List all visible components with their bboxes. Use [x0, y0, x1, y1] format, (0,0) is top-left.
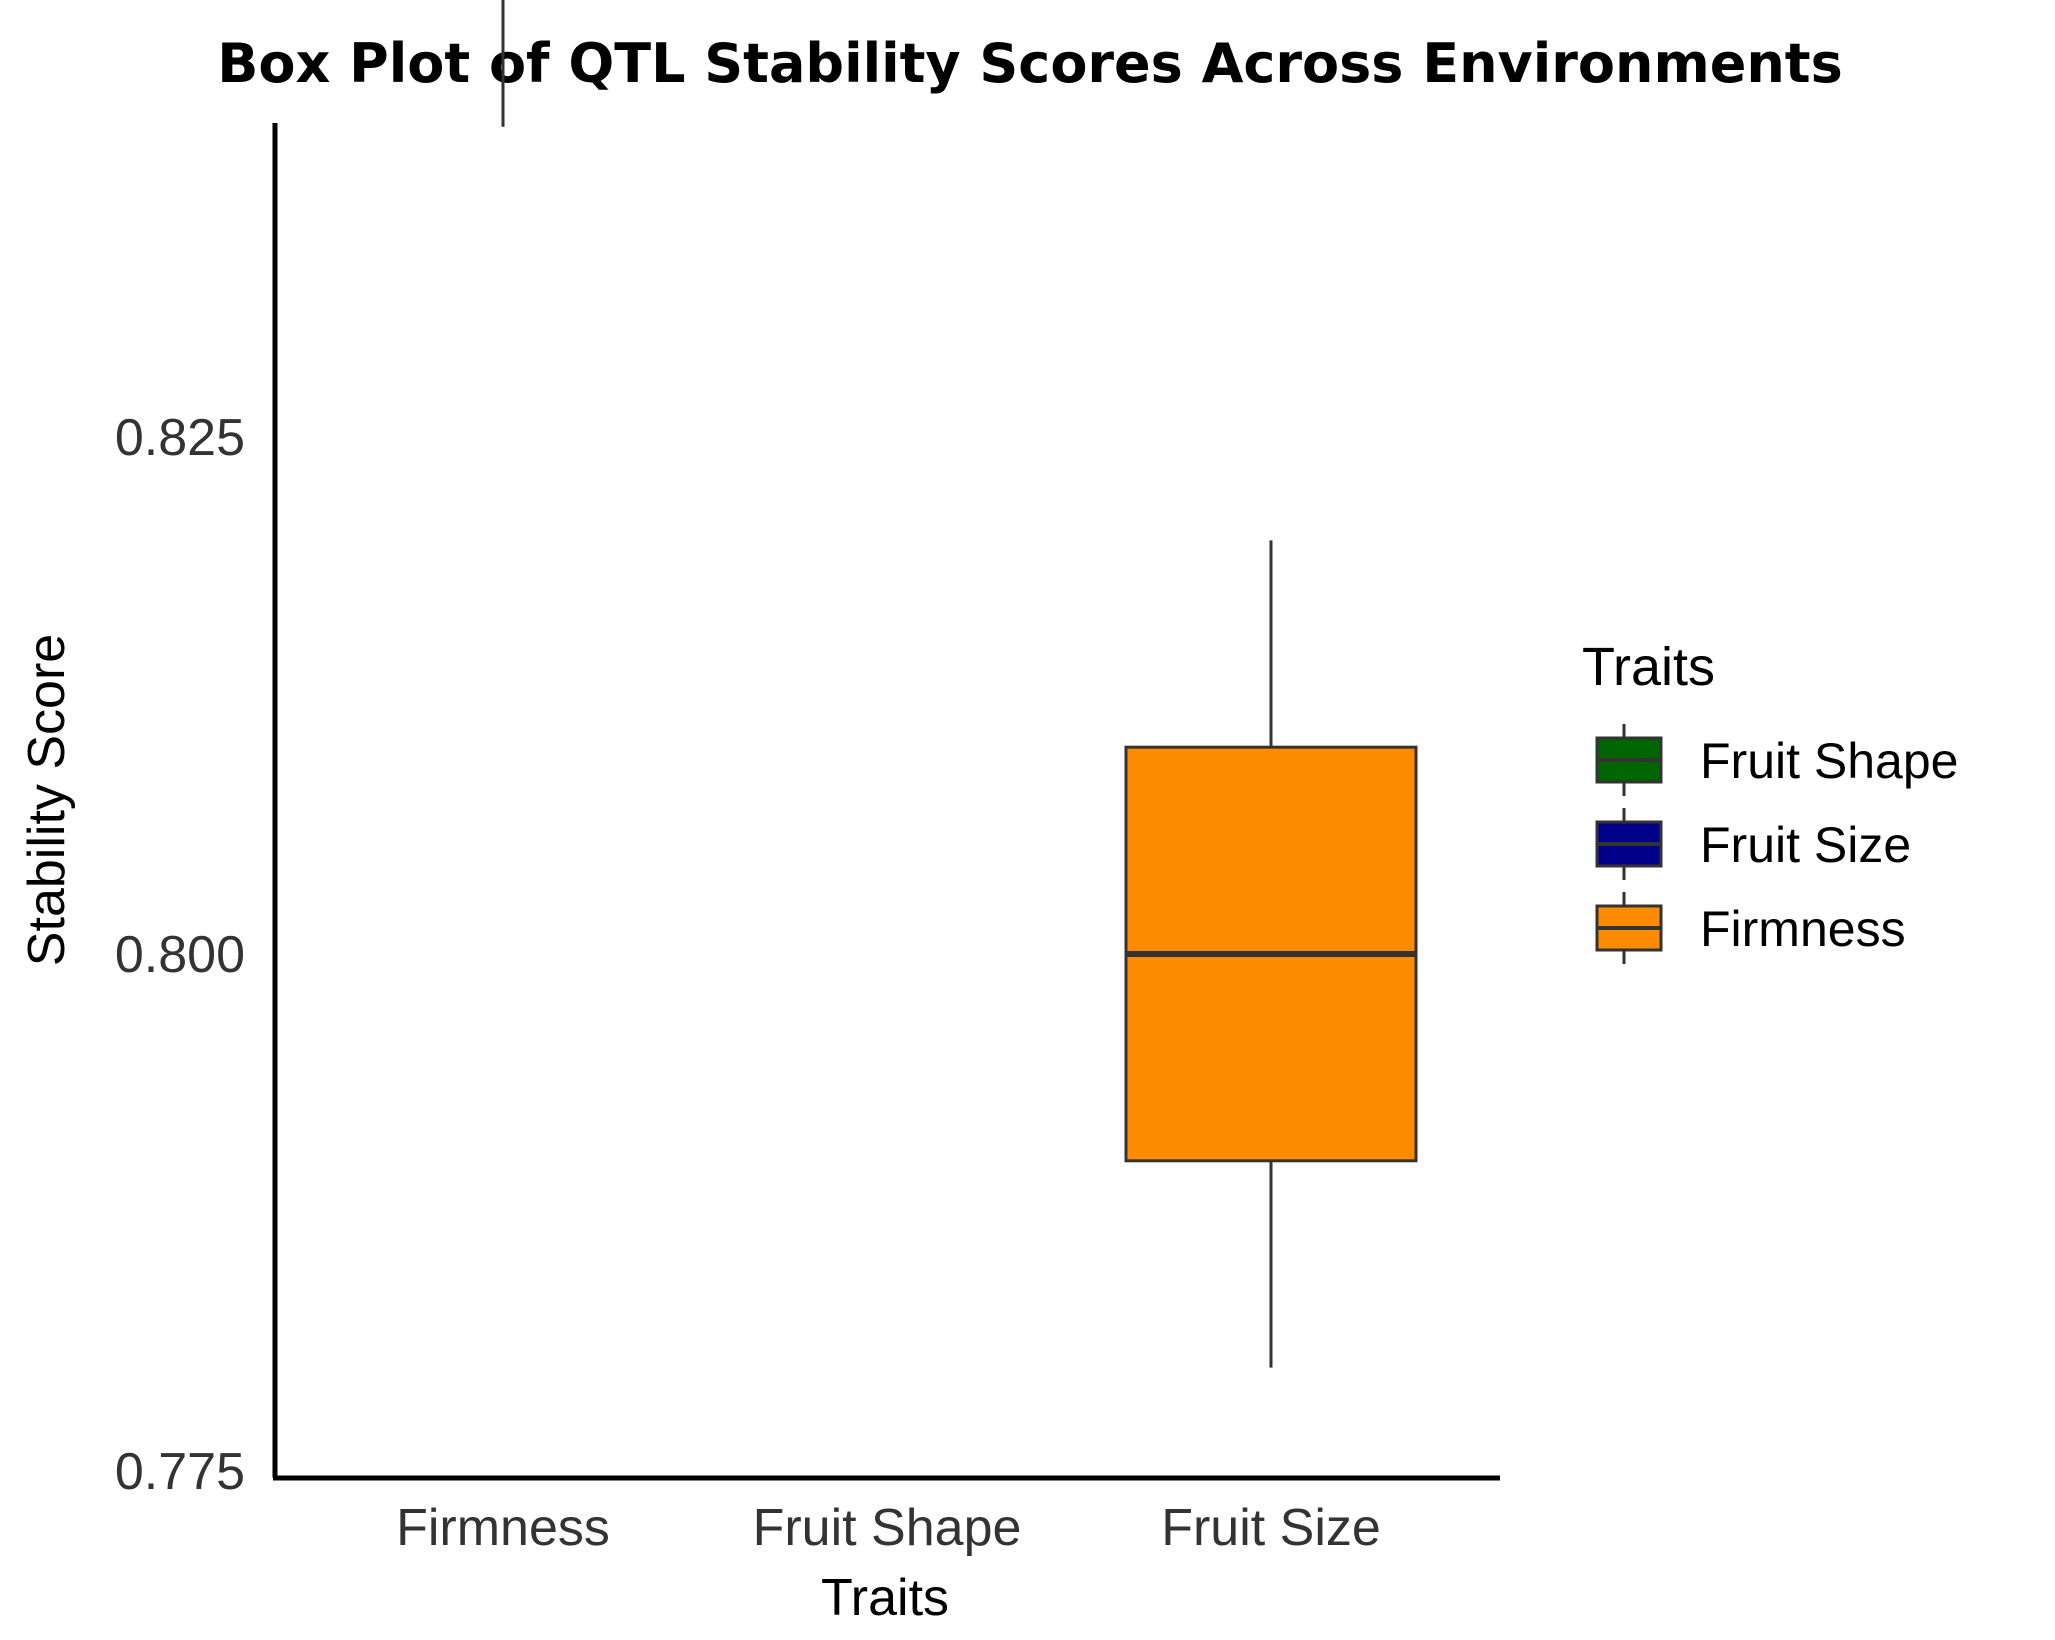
- legend-title: Traits: [1582, 637, 1715, 697]
- y-axis-title: Stability Score: [18, 634, 76, 966]
- legend-label: Fruit Shape: [1700, 733, 1958, 789]
- axes: 0.7750.8000.8250.8500.8750.900FirmnessFr…: [115, 123, 1500, 1557]
- y-tick-label: 0.825: [115, 409, 245, 467]
- legend-entry: Fruit Size: [1595, 808, 1911, 880]
- box-firmness: [501, 0, 505, 127]
- y-tick-label: 0.775: [115, 1443, 245, 1501]
- plot-area: [501, 0, 1418, 1368]
- box-fruit-size: [1124, 540, 1418, 1368]
- legend-entry: Firmness: [1595, 892, 1906, 964]
- x-tick-label: Firmness: [396, 1499, 610, 1557]
- legend-label: Firmness: [1700, 901, 1906, 957]
- x-tick-label: Fruit Shape: [753, 1499, 1022, 1557]
- legend-entry: Fruit Shape: [1595, 724, 1958, 796]
- x-axis-title: Traits: [821, 1569, 949, 1627]
- y-tick-label: 0.800: [115, 926, 245, 984]
- legend-label: Fruit Size: [1700, 817, 1911, 873]
- legend: Traits Fruit Shape Fruit Size Firmness: [1582, 637, 1958, 964]
- chart-title: Box Plot of QTL Stability Scores Across …: [217, 32, 1842, 95]
- x-tick-label: Fruit Size: [1161, 1499, 1381, 1557]
